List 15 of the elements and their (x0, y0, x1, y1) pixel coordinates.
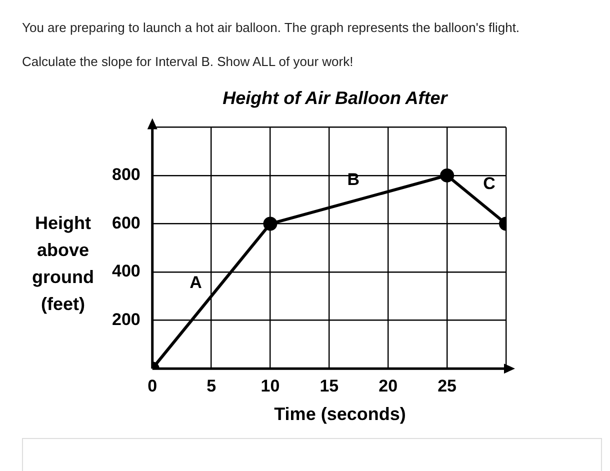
y-axis-title: Height above ground (feet) (31, 212, 95, 316)
y-tick-label: 400 (112, 262, 140, 281)
x-tick-label: 0 (148, 376, 158, 396)
chart-title: Height of Air Balloon After (222, 88, 449, 109)
x-axis-title: Time (seconds) (273, 404, 407, 425)
y-tick-label: 200 (112, 310, 140, 330)
y-tick-label: 600 (112, 213, 140, 232)
text: Calculate the slope for Interval B. Show ALL of your work! (22, 54, 354, 69)
x-tick-label: 15 (320, 376, 339, 396)
y-tick-label: 800 (112, 165, 140, 184)
text: You are preparing to launch a hot air balloon. The graph represents the balloon's flight. (22, 20, 520, 35)
x-tick-label: 25 (438, 376, 457, 396)
x-tick-label: 10 (260, 376, 280, 396)
x-tick-label: 20 (378, 376, 398, 396)
x-tick-label: 5 (206, 376, 216, 396)
